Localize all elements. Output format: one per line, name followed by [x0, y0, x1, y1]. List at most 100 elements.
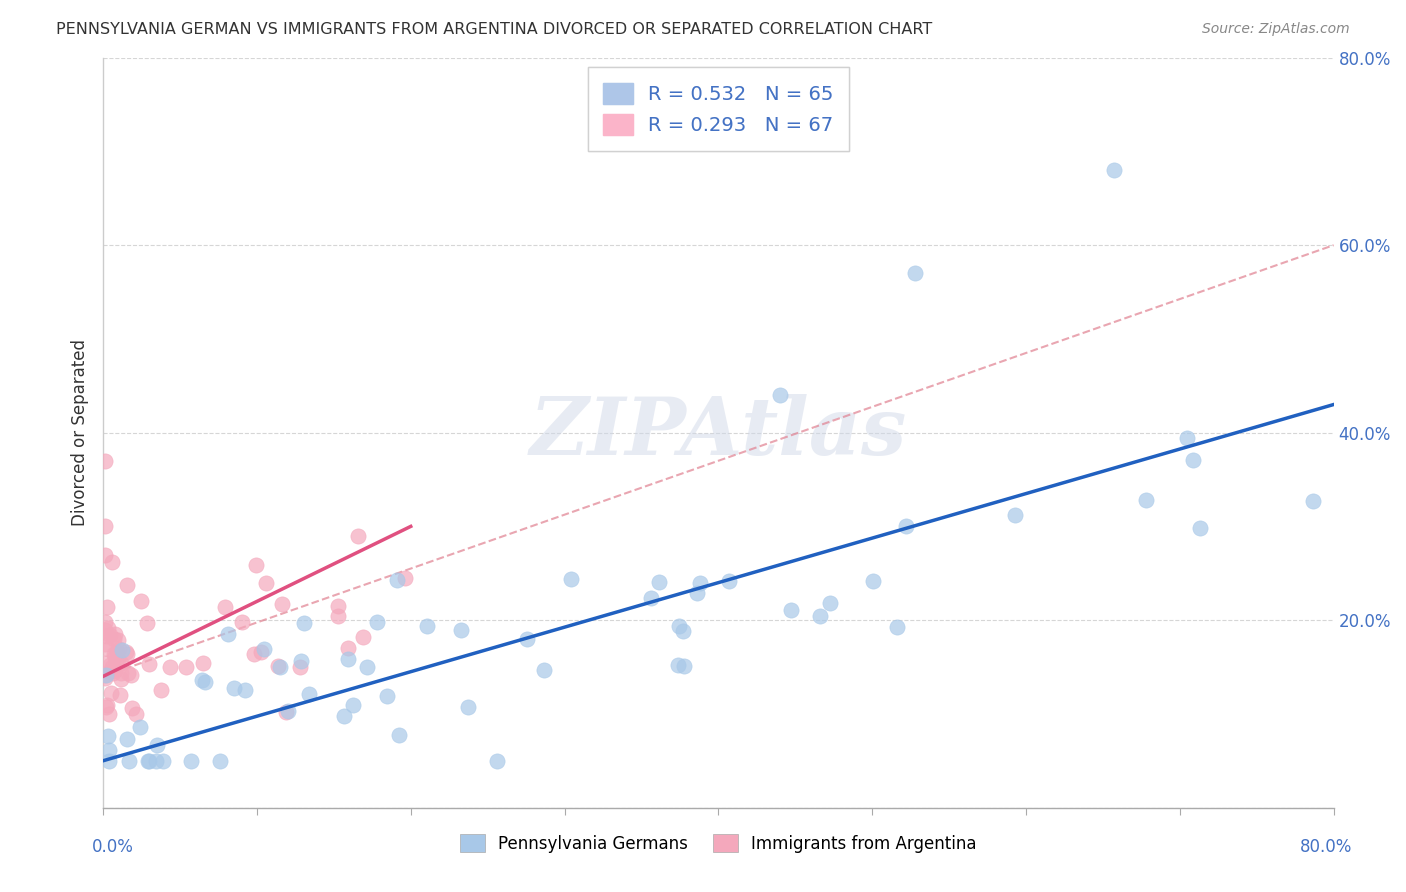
Point — [560, 572, 582, 586]
Point — [100, 555, 122, 569]
Point — [375, 689, 398, 703]
Point — [233, 683, 256, 698]
Point — [336, 652, 359, 666]
Point — [769, 388, 792, 402]
Point — [288, 659, 311, 673]
Point — [685, 586, 707, 600]
Point — [108, 641, 131, 656]
Point — [98, 754, 121, 768]
Point — [118, 754, 141, 768]
Point — [780, 603, 803, 617]
Point — [1188, 520, 1211, 534]
Point — [129, 720, 152, 734]
Point — [298, 687, 321, 701]
Point — [332, 709, 354, 723]
Point — [290, 654, 312, 668]
Point — [103, 666, 125, 681]
Point — [138, 754, 160, 768]
Point — [129, 594, 152, 608]
Point — [96, 599, 118, 614]
Point — [107, 632, 129, 647]
Point — [352, 631, 374, 645]
Point — [145, 738, 167, 752]
Point — [104, 648, 127, 663]
Point — [356, 660, 378, 674]
Point — [97, 621, 120, 635]
Point — [115, 648, 138, 662]
Point — [93, 671, 115, 685]
Point — [208, 754, 231, 768]
Point — [97, 729, 120, 743]
Point — [886, 620, 908, 634]
Point — [245, 558, 267, 572]
Point — [1004, 508, 1026, 523]
Point — [671, 624, 693, 638]
Point — [277, 704, 299, 718]
Point — [103, 632, 125, 646]
Point — [271, 598, 294, 612]
Point — [267, 658, 290, 673]
Point — [366, 615, 388, 629]
Point — [1182, 452, 1205, 467]
Point — [110, 673, 132, 687]
Point — [457, 699, 479, 714]
Point — [115, 577, 138, 591]
Point — [100, 660, 122, 674]
Point — [516, 632, 538, 647]
Point — [149, 682, 172, 697]
Point — [97, 706, 120, 721]
Point — [214, 599, 236, 614]
Point — [533, 663, 555, 677]
Point — [100, 664, 122, 678]
Point — [104, 627, 127, 641]
Point — [250, 645, 273, 659]
Point — [668, 619, 690, 633]
Point — [666, 658, 689, 673]
Y-axis label: Divorced or Separated: Divorced or Separated — [72, 339, 89, 526]
Point — [107, 652, 129, 666]
Point — [385, 573, 408, 587]
Point — [253, 642, 276, 657]
Point — [97, 743, 120, 757]
Point — [394, 571, 416, 585]
Text: 80.0%: 80.0% — [1301, 838, 1353, 855]
Point — [673, 658, 696, 673]
Point — [136, 754, 159, 768]
Point — [104, 655, 127, 669]
Point — [224, 681, 246, 695]
Point — [120, 668, 142, 682]
Point — [98, 657, 121, 672]
Point — [93, 454, 115, 468]
Point — [274, 705, 297, 719]
Point — [93, 548, 115, 562]
Point — [450, 623, 472, 637]
Point — [717, 574, 740, 589]
Point — [100, 686, 122, 700]
Point — [336, 640, 359, 655]
Point — [194, 674, 217, 689]
Point — [93, 668, 115, 682]
Point — [862, 574, 884, 588]
Point — [110, 643, 132, 657]
Point — [94, 519, 117, 533]
Point — [217, 627, 239, 641]
Point — [808, 609, 831, 624]
Point — [94, 656, 117, 670]
Point — [103, 663, 125, 677]
Point — [138, 657, 160, 671]
Point — [1135, 493, 1157, 508]
Point — [98, 627, 121, 641]
Text: PENNSYLVANIA GERMAN VS IMMIGRANTS FROM ARGENTINA DIVORCED OR SEPARATED CORRELATI: PENNSYLVANIA GERMAN VS IMMIGRANTS FROM A… — [56, 22, 932, 37]
Point — [326, 599, 349, 613]
Point — [115, 732, 138, 747]
Point — [326, 609, 349, 624]
Point — [231, 615, 253, 630]
Point — [121, 701, 143, 715]
Point — [640, 591, 662, 606]
Point — [96, 667, 118, 681]
Point — [388, 728, 411, 742]
Point — [292, 615, 315, 630]
Point — [180, 754, 202, 768]
Point — [647, 574, 669, 589]
Point — [135, 616, 157, 631]
